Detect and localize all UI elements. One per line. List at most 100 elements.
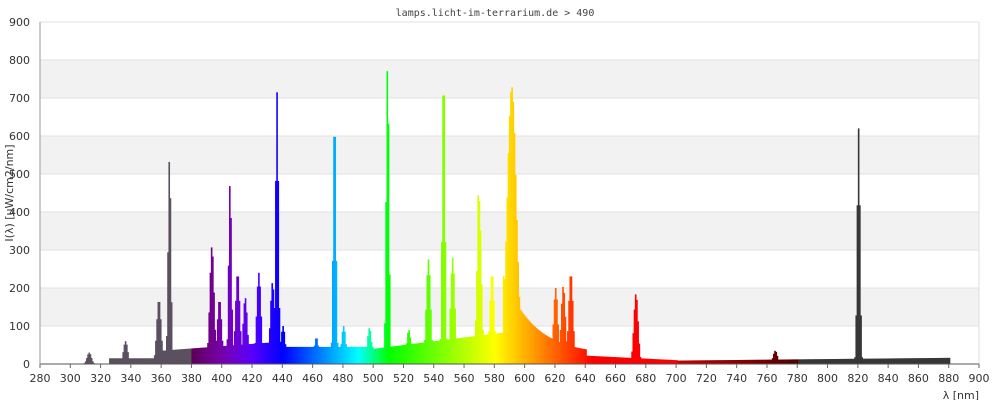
spectrum-bar xyxy=(169,198,172,364)
spectrum-bar xyxy=(716,360,718,364)
spectrum-bar xyxy=(630,357,632,364)
spectrum-bar xyxy=(729,360,732,364)
spectrum-bar xyxy=(86,358,88,364)
spectrum-bar xyxy=(740,359,742,364)
spectrum-bar xyxy=(261,343,264,364)
spectrum-bar xyxy=(689,360,692,364)
spectrum-bar xyxy=(413,343,415,364)
x-tick-label: 600 xyxy=(514,372,535,385)
spectrum-bar xyxy=(359,346,362,364)
spectrum-bar xyxy=(209,272,212,364)
spectrum-bar xyxy=(682,360,684,364)
spectrum-bar xyxy=(399,345,402,364)
spectrum-bar xyxy=(680,360,683,364)
spectrum-bar xyxy=(811,359,814,364)
spectrum-bar xyxy=(128,358,131,364)
spectrum-bar xyxy=(650,358,653,364)
spectrum-bar xyxy=(684,360,687,364)
spectrum-bar xyxy=(691,360,694,364)
spectrum-bar xyxy=(617,357,620,364)
spectrum-bar xyxy=(592,356,595,364)
spectrum-bar xyxy=(718,360,721,364)
x-tick-label: 640 xyxy=(575,372,596,385)
spectrum-bar xyxy=(186,348,189,364)
spectrum-bar xyxy=(265,342,267,364)
spectrum-bar xyxy=(840,358,843,364)
spectrum-bar xyxy=(577,347,580,364)
spectrum-bar xyxy=(485,334,488,364)
spectrum-bar xyxy=(224,345,226,364)
spectrum-bar xyxy=(379,348,381,364)
spectrum-bar xyxy=(213,292,215,364)
spectrum-bar xyxy=(656,359,659,364)
spectrum-bar xyxy=(792,359,795,364)
spectrum-bar xyxy=(187,348,190,364)
spectrum-bar xyxy=(315,338,317,364)
spectrum-bar xyxy=(575,347,578,364)
spectrum-bar xyxy=(560,303,563,364)
spectrum-bar xyxy=(335,260,338,364)
spectrum-bar xyxy=(558,342,561,364)
spectrum-bar xyxy=(184,348,186,364)
spectrum-bar xyxy=(341,331,344,364)
spectrum-bar xyxy=(296,346,299,364)
spectrum-bar xyxy=(546,335,549,364)
spectrum-bar xyxy=(402,345,404,364)
spectrum-bar xyxy=(613,357,615,364)
spectrum-bar xyxy=(834,358,837,364)
spectrum-bar xyxy=(594,356,597,364)
spectrum-bar xyxy=(381,347,384,364)
spectrum-bar xyxy=(945,357,947,364)
spectrum-bar xyxy=(693,360,695,364)
spectrum-bar xyxy=(676,360,678,364)
spectrum-bar xyxy=(210,247,213,364)
spectrum-bar xyxy=(319,346,322,364)
spectrum-bar xyxy=(760,359,763,364)
spectrum-bar xyxy=(208,312,211,364)
spectrum-bar xyxy=(207,343,209,364)
spectrum-bar xyxy=(384,323,386,364)
spectrum-bar xyxy=(478,201,481,364)
x-axis-ticks: 280 300 320 340 360 380 400 420 440 460 480 500 520 5… xyxy=(30,364,990,385)
spectrum-bar xyxy=(918,358,921,364)
spectrum-bar xyxy=(813,359,815,364)
spectrum-bar xyxy=(424,339,426,364)
spectrum-bar xyxy=(441,242,443,364)
spectrum-bar xyxy=(848,358,850,364)
spectrum-bar xyxy=(925,358,928,364)
spectrum-bar xyxy=(694,360,696,364)
spectrum-bar xyxy=(238,300,241,364)
spectrum-bar xyxy=(943,357,946,364)
spectrum-bar xyxy=(159,319,162,364)
spectrum-bar xyxy=(318,346,321,364)
x-tick-label: 440 xyxy=(272,372,293,385)
spectrum-bar xyxy=(861,357,864,364)
spectrum-bar xyxy=(473,336,476,364)
spectrum-bar xyxy=(231,309,234,364)
spectrum-bar xyxy=(879,358,882,364)
spectrum-bar xyxy=(167,252,169,364)
spectrum-bar xyxy=(762,359,764,364)
x-tick-label: 320 xyxy=(90,372,111,385)
spectrum-bar xyxy=(663,359,666,364)
spectrum-bar xyxy=(174,349,177,364)
spectrum-bar xyxy=(374,348,377,364)
spectrum-bar xyxy=(130,358,133,364)
spectrum-bar xyxy=(805,359,808,364)
spectrum-bar xyxy=(554,288,557,364)
x-tick-label: 820 xyxy=(847,372,868,385)
spectrum-bar xyxy=(890,358,893,364)
spectrum-bar xyxy=(339,346,341,364)
spectrum-bar xyxy=(600,356,603,364)
spectrum-bar xyxy=(929,358,931,364)
spectrum-bar xyxy=(665,359,667,364)
spectrum-bar xyxy=(842,358,844,364)
spectrum-bar xyxy=(414,343,416,364)
spectrum-bar xyxy=(390,346,392,364)
spectrum-bar xyxy=(172,349,174,364)
spectrum-bar xyxy=(673,360,676,364)
spectrum-bar xyxy=(651,358,654,364)
spectrum-bar xyxy=(783,359,786,364)
spectrum-bar xyxy=(433,341,436,364)
spectrum-bar xyxy=(521,311,523,364)
